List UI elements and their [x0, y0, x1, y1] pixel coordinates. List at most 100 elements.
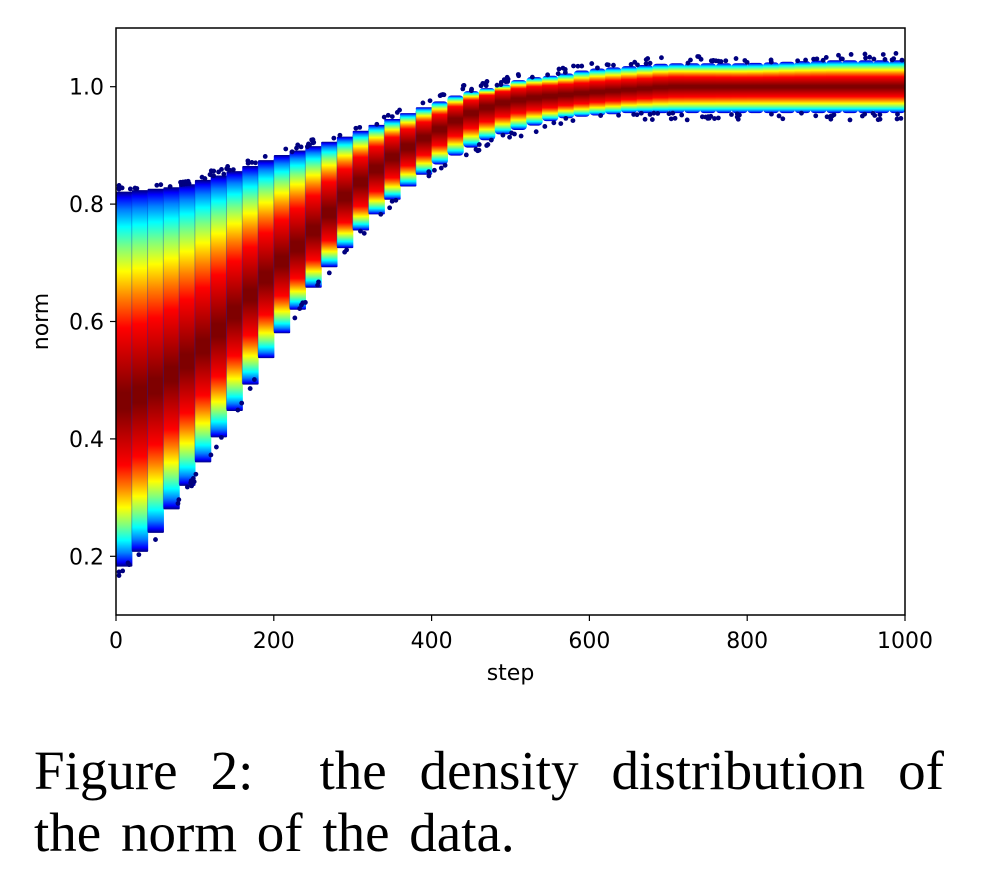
outlier-point: [631, 112, 637, 117]
density-column: [194, 179, 212, 463]
outlier-point: [193, 471, 199, 477]
outlier-point: [643, 61, 649, 67]
density-column: [684, 63, 701, 114]
outlier-point: [136, 552, 142, 558]
density-column: [147, 188, 164, 533]
density-column: [810, 60, 827, 114]
density-column: [715, 63, 733, 114]
outlier-point: [442, 162, 448, 168]
outlier-point: [735, 116, 741, 122]
density-column: [210, 175, 228, 438]
outlier-point: [882, 57, 888, 62]
outlier-point: [562, 70, 568, 75]
outlier-point: [668, 116, 674, 122]
density-column: [731, 63, 748, 114]
outlier-point: [698, 56, 704, 62]
outlier-point: [512, 131, 517, 137]
outlier-point: [638, 110, 644, 116]
outlier-point: [645, 56, 651, 61]
outlier-point: [127, 186, 133, 192]
outlier-point: [494, 82, 500, 88]
outlier-point: [298, 144, 304, 150]
outlier-point: [342, 249, 348, 255]
outlier-point: [216, 169, 221, 175]
outlier-point: [647, 60, 653, 66]
density-column: [889, 60, 906, 114]
outlier-point: [744, 59, 750, 65]
outlier-point: [385, 112, 391, 118]
outlier-point: [642, 116, 648, 122]
density-column: [463, 91, 480, 148]
density-column: [589, 68, 606, 116]
outlier-point: [253, 160, 258, 166]
outlier-point: [836, 52, 841, 58]
outlier-point: [647, 112, 653, 117]
outlier-point: [440, 92, 446, 97]
outlier-point: [337, 132, 343, 138]
outlier-point: [533, 129, 539, 135]
outlier-point: [875, 117, 881, 123]
density-column: [431, 101, 448, 165]
outlier-point: [670, 110, 676, 116]
outlier-point: [463, 152, 469, 158]
outlier-point: [208, 452, 214, 458]
outlier-point: [221, 171, 227, 177]
density-column: [557, 73, 575, 119]
y-axis-ticks: 0.2 0.4 0.6 0.8 1.0: [69, 76, 116, 570]
outlier-point: [518, 133, 524, 139]
x-tick-label: 400: [411, 629, 453, 654]
outlier-point: [768, 57, 774, 63]
outlier-point: [476, 147, 482, 153]
outlier-point: [498, 82, 504, 88]
density-column: [494, 84, 512, 135]
outlier-point: [387, 205, 393, 211]
outlier-point: [460, 83, 466, 89]
density-column: [179, 184, 196, 486]
outlier-point: [611, 62, 616, 68]
density-scatter-chart: 0 200 400 600 800 1000 0.2 0.4 0.6 0.8 1.0 step n…: [29, 27, 933, 686]
outlier-point: [153, 537, 158, 542]
outlier-point: [316, 279, 321, 285]
outlier-point: [551, 120, 557, 126]
outlier-point: [718, 59, 724, 64]
density-column: [778, 61, 796, 114]
outlier-point: [877, 112, 883, 118]
y-tick-label: 0.2: [69, 545, 104, 570]
outlier-point: [616, 112, 621, 118]
outlier-point: [438, 165, 444, 171]
outlier-point: [158, 182, 164, 188]
y-tick-label: 0.4: [69, 428, 104, 453]
outlier-point: [167, 184, 173, 189]
outlier-point: [191, 479, 197, 485]
density-column: [762, 62, 780, 114]
outlier-point: [119, 185, 125, 191]
outlier-point: [589, 61, 595, 66]
outlier-point: [889, 57, 895, 63]
density-column: [384, 118, 401, 200]
density-column: [336, 136, 354, 249]
outlier-point: [814, 56, 820, 62]
y-tick-label: 0.6: [69, 311, 104, 336]
outlier-point: [488, 137, 494, 143]
outlier-point: [283, 146, 289, 152]
density-column: [841, 60, 859, 114]
density-column: [478, 88, 496, 141]
outlier-point: [529, 74, 535, 80]
outlier-point: [560, 65, 566, 71]
outlier-point: [579, 63, 585, 69]
outlier-point: [862, 51, 868, 57]
outlier-point: [239, 400, 245, 406]
outlier-point: [556, 66, 562, 72]
density-column: [542, 75, 559, 122]
outlier-point: [659, 55, 664, 61]
outlier-point: [214, 444, 219, 450]
density-column: [526, 77, 543, 126]
outlier-point: [847, 117, 853, 123]
density-column: [636, 64, 654, 114]
outlier-point: [184, 484, 190, 490]
y-tick-label: 1.0: [69, 76, 104, 101]
x-tick-label: 1000: [877, 629, 933, 654]
density-column: [620, 66, 638, 114]
outlier-point: [515, 72, 521, 77]
density-column: [273, 154, 291, 334]
